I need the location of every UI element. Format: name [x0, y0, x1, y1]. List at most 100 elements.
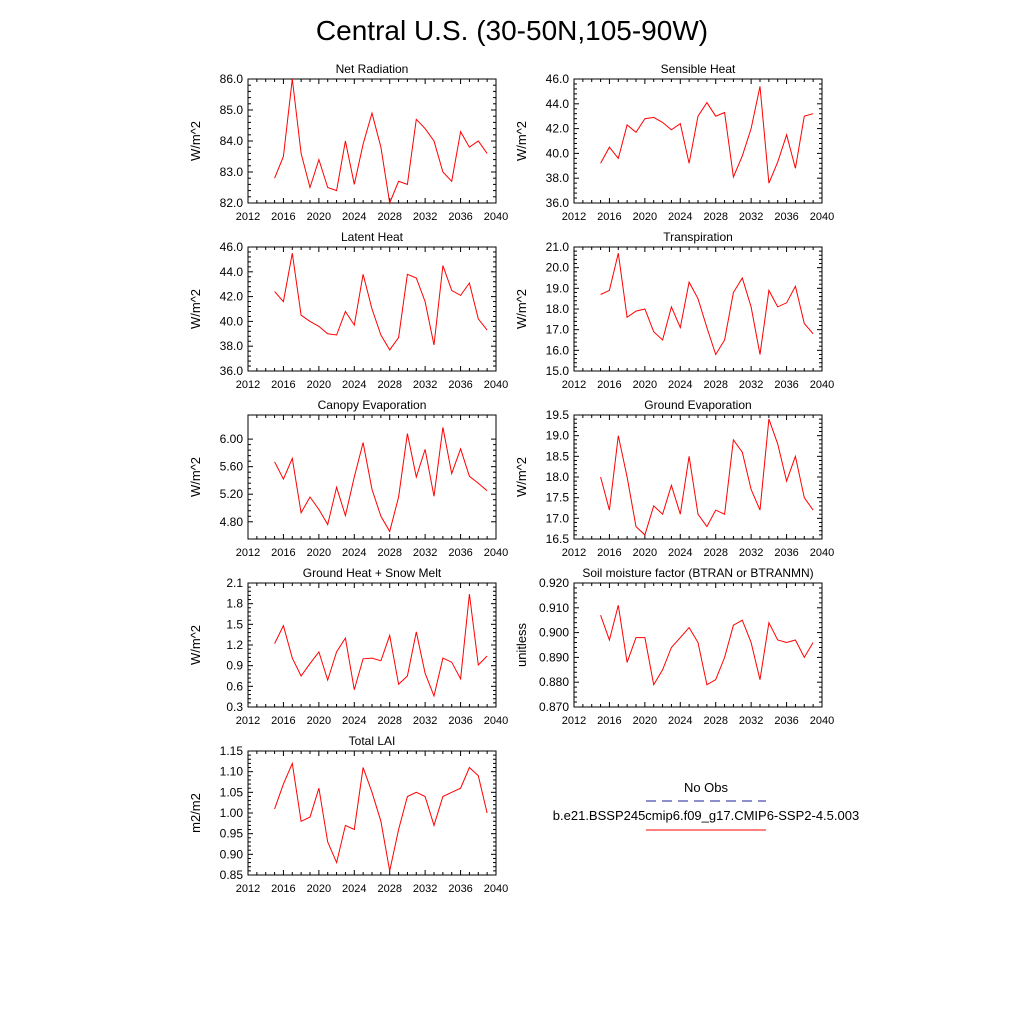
x-tick-label: 2024	[668, 211, 692, 223]
panel-title: Latent Heat	[341, 230, 404, 244]
series-line	[600, 418, 814, 536]
y-axis-label: unitless	[514, 622, 529, 667]
plot-frame	[247, 414, 497, 540]
y-tick-label: 0.85	[220, 868, 244, 882]
x-tick-label: 2028	[377, 211, 401, 223]
plot-frame	[573, 582, 823, 708]
x-tick-label: 2032	[413, 715, 437, 727]
y-tick-label: 21.0	[546, 240, 570, 254]
plot-frame	[573, 414, 823, 540]
y-tick-label: 46.0	[546, 72, 570, 86]
y-tick-label: 85.0	[220, 103, 244, 117]
x-tick-label: 2036	[774, 211, 798, 223]
y-tick-label: 42.0	[220, 290, 244, 304]
panel-title: Sensible Heat	[661, 62, 736, 76]
series-line	[600, 253, 814, 356]
panel-7: Ground Heat + Snow Melt W/m^2 2012 2016 2020…	[188, 566, 508, 727]
y-tick-label: 1.10	[220, 765, 244, 779]
series-line	[274, 427, 488, 533]
x-tick-label: 2016	[271, 547, 295, 559]
x-tick-label: 2024	[342, 211, 366, 223]
panel-title: Ground Evaporation	[644, 398, 751, 412]
x-tick-label: 2016	[597, 715, 621, 727]
series-line	[274, 761, 488, 872]
plot-frame	[247, 582, 497, 708]
x-tick-label: 2012	[562, 379, 586, 391]
y-tick-label: 16.5	[546, 532, 570, 546]
y-tick-label: 0.910	[539, 601, 569, 615]
x-tick-label: 2028	[703, 211, 727, 223]
panel-title: Ground Heat + Snow Melt	[303, 566, 442, 580]
y-tick-label: 6.00	[220, 432, 244, 446]
x-tick-label: 2020	[307, 211, 331, 223]
y-tick-label: 0.95	[220, 827, 244, 841]
series-line	[274, 78, 488, 205]
y-tick-label: 18.0	[546, 470, 570, 484]
y-tick-label: 5.20	[220, 487, 244, 501]
legend-model-label: b.e21.BSSP245cmip6.f09_g17.CMIP6-SSP2-4.…	[553, 808, 859, 823]
y-tick-label: 38.0	[546, 171, 570, 185]
y-tick-label: 16.0	[546, 343, 570, 357]
x-tick-label: 2024	[668, 379, 692, 391]
x-tick-label: 2028	[703, 547, 727, 559]
x-tick-label: 2032	[739, 379, 763, 391]
x-tick-label: 2012	[236, 211, 260, 223]
x-tick-label: 2012	[562, 715, 586, 727]
y-tick-label: 20.0	[546, 261, 570, 275]
y-tick-label: 40.0	[220, 314, 244, 328]
legend-obs-label: No Obs	[684, 780, 729, 795]
y-tick-label: 15.0	[546, 364, 570, 378]
y-tick-label: 0.90	[220, 847, 244, 861]
plot-frame	[247, 750, 497, 876]
y-tick-label: 19.0	[546, 429, 570, 443]
x-tick-label: 2016	[271, 379, 295, 391]
y-tick-label: 18.5	[546, 449, 570, 463]
x-tick-label: 2036	[448, 715, 472, 727]
y-axis-label: W/m^2	[188, 289, 203, 329]
x-tick-label: 2024	[668, 715, 692, 727]
x-tick-label: 2020	[633, 211, 657, 223]
x-tick-label: 2036	[448, 211, 472, 223]
y-tick-label: 19.0	[546, 281, 570, 295]
y-tick-label: 0.890	[539, 650, 569, 664]
y-tick-label: 44.0	[220, 265, 244, 279]
y-tick-label: 42.0	[546, 122, 570, 136]
y-tick-label: 19.5	[546, 408, 570, 422]
panel-title: Transpiration	[663, 230, 733, 244]
x-tick-label: 2036	[448, 379, 472, 391]
y-tick-label: 46.0	[220, 240, 244, 254]
x-tick-label: 2012	[236, 883, 260, 895]
y-tick-label: 40.0	[546, 146, 570, 160]
x-tick-label: 2020	[633, 715, 657, 727]
x-tick-label: 2028	[377, 883, 401, 895]
x-tick-label: 2032	[739, 715, 763, 727]
x-tick-label: 2036	[774, 379, 798, 391]
figure-title: Central U.S. (30-50N,105-90W)	[316, 15, 708, 46]
y-tick-label: 1.05	[220, 785, 244, 799]
x-tick-label: 2028	[703, 715, 727, 727]
x-tick-label: 2024	[342, 379, 366, 391]
y-tick-label: 0.6	[226, 679, 243, 693]
y-tick-label: 0.920	[539, 576, 569, 590]
x-tick-label: 2012	[236, 379, 260, 391]
panel-8: Soil moisture factor (BTRAN or BTRANMN) u…	[514, 566, 834, 727]
panel-1: Net Radiation W/m^2 2012 2016 2020 2024 2028 20…	[188, 62, 508, 223]
panel-6: Ground Evaporation W/m^2 2012 2016 2020 2024 2…	[514, 398, 834, 559]
y-tick-label: 17.5	[546, 491, 570, 505]
series-line	[274, 253, 488, 351]
y-tick-label: 5.60	[220, 460, 244, 474]
panel-4: Transpiration W/m^2 2012 2016 2020 2024 2028 20…	[514, 230, 834, 391]
y-tick-label: 0.9	[226, 659, 243, 673]
x-tick-label: 2024	[668, 547, 692, 559]
y-tick-label: 1.00	[220, 806, 244, 820]
x-tick-label: 2016	[271, 715, 295, 727]
x-tick-label: 2040	[484, 379, 508, 391]
series-line	[600, 605, 814, 687]
panel-2: Sensible Heat W/m^2 2012 2016 2020 2024 2028 20…	[514, 62, 834, 223]
panel-title: Soil moisture factor (BTRAN or BTRANMN)	[582, 566, 813, 580]
x-tick-label: 2040	[810, 547, 834, 559]
x-tick-label: 2016	[271, 883, 295, 895]
x-tick-label: 2012	[562, 547, 586, 559]
x-tick-label: 2036	[448, 547, 472, 559]
